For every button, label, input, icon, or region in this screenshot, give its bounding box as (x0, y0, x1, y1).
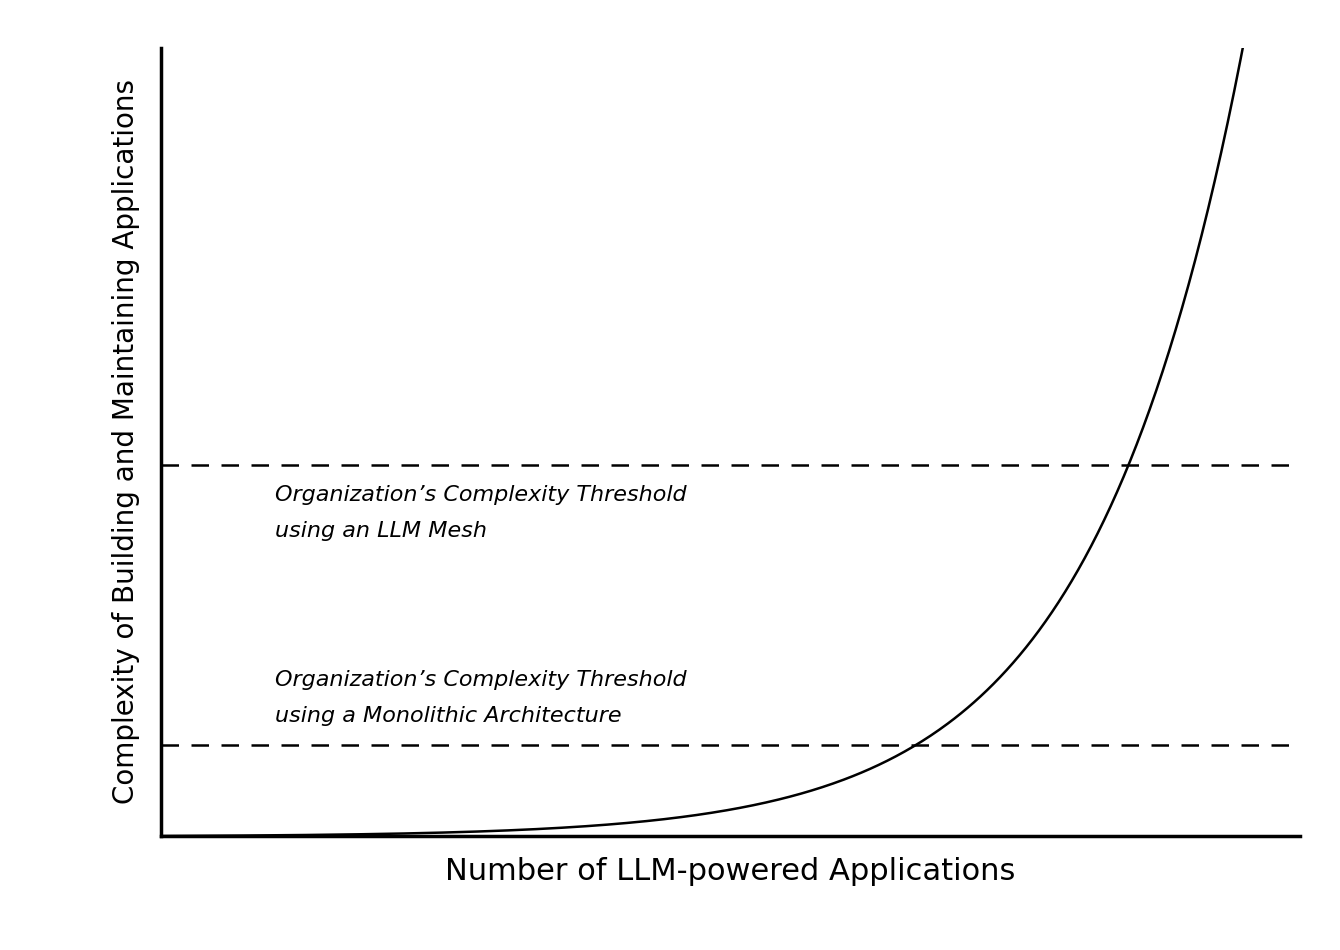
Text: using a Monolithic Architecture: using a Monolithic Architecture (275, 706, 622, 726)
X-axis label: Number of LLM-powered Applications: Number of LLM-powered Applications (445, 857, 1016, 885)
Text: Organization’s Complexity Threshold: Organization’s Complexity Threshold (275, 485, 686, 505)
Text: using an LLM Mesh: using an LLM Mesh (275, 521, 486, 541)
Y-axis label: Complexity of Building and Maintaining Applications: Complexity of Building and Maintaining A… (113, 79, 139, 805)
Text: Organization’s Complexity Threshold: Organization’s Complexity Threshold (275, 671, 686, 691)
